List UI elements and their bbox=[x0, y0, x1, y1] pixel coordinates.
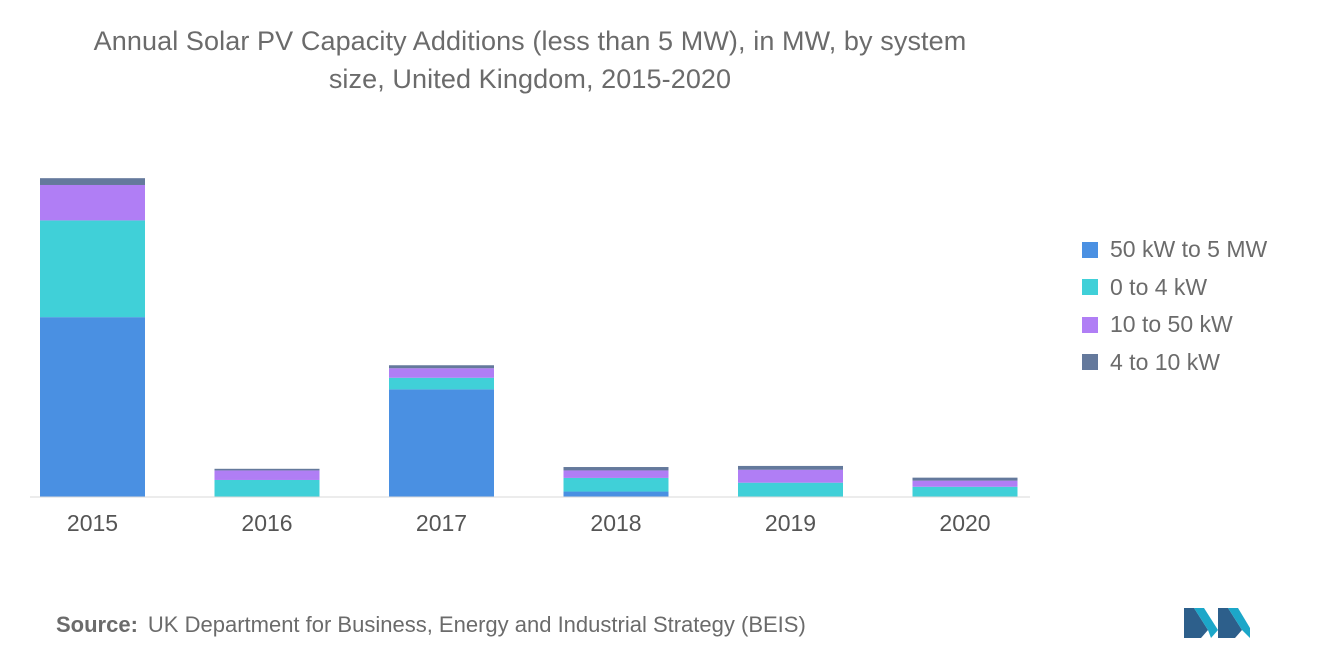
legend-item-0: 50 kW to 5 MW bbox=[1082, 231, 1267, 269]
source-label: Source: bbox=[56, 612, 138, 637]
bar-segment-2019-s3 bbox=[738, 465, 843, 470]
x-tick-label-2018: 2018 bbox=[590, 510, 641, 536]
mordor-intelligence-logo-icon bbox=[1184, 608, 1250, 638]
bar-segment-2016-s2 bbox=[214, 470, 320, 480]
bar-segment-2017-s0 bbox=[389, 389, 494, 497]
bar-segment-2015-s2 bbox=[40, 184, 145, 221]
bar-segment-2018-s1 bbox=[563, 477, 669, 492]
x-tick-label-2017: 2017 bbox=[416, 510, 467, 536]
legend-label-0: 50 kW to 5 MW bbox=[1110, 236, 1268, 263]
chart-title: Annual Solar PV Capacity Additions (less… bbox=[0, 22, 1060, 98]
chart-title-line-2: size, United Kingdom, 2015-2020 bbox=[328, 64, 732, 94]
legend-label-3: 4 to 10 kW bbox=[1110, 348, 1220, 375]
bar-segment-2018-s3 bbox=[563, 467, 669, 471]
bar-segment-2018-s0 bbox=[563, 491, 669, 497]
bar-segment-2017-s1 bbox=[389, 377, 494, 390]
x-tick-label-2020: 2020 bbox=[939, 510, 990, 536]
legend-item-1: 0 to 4 kW bbox=[1082, 269, 1267, 307]
bar-segment-2020-s2 bbox=[912, 480, 1018, 487]
x-tick-label-2016: 2016 bbox=[241, 510, 292, 536]
x-tick-label-2019: 2019 bbox=[765, 510, 816, 536]
legend-swatch-1 bbox=[1082, 279, 1098, 296]
bar-segment-2020-s1 bbox=[912, 486, 1018, 497]
bar-segment-2016-s1 bbox=[214, 479, 320, 497]
bar-segment-2015-s1 bbox=[40, 220, 145, 318]
chart-title-line-1: Annual Solar PV Capacity Additions (less… bbox=[93, 26, 967, 56]
chart-legend: 50 kW to 5 MW 0 to 4 kW 10 to 50 kW 4 to 10… bbox=[1082, 231, 1267, 381]
bar-segment-2017-s3 bbox=[389, 365, 494, 369]
source-text: UK Department for Business, Energy and I… bbox=[147, 612, 806, 637]
bar-segment-2015-s3 bbox=[40, 178, 145, 185]
x-tick-label-2015: 2015 bbox=[67, 510, 118, 536]
legend-swatch-2 bbox=[1082, 316, 1098, 333]
legend-label-1: 0 to 4 kW bbox=[1110, 273, 1208, 300]
legend-swatch-3 bbox=[1082, 354, 1098, 371]
bar-segment-2017-s2 bbox=[389, 368, 494, 378]
legend-label-2: 10 to 50 kW bbox=[1110, 311, 1233, 338]
bar-segment-2019-s1 bbox=[738, 482, 843, 497]
bar-segment-2019-s2 bbox=[738, 469, 843, 483]
bar-segment-2018-s2 bbox=[563, 470, 669, 478]
bar-segment-2016-s3 bbox=[214, 468, 320, 471]
x-tick-labels: 2015 2016 2017 2018 2019 2020 bbox=[67, 510, 991, 536]
source-note: Source: UK Department for Business, Energ… bbox=[56, 612, 806, 638]
legend-item-2: 10 to 50 kW bbox=[1082, 306, 1267, 344]
bars-layer bbox=[40, 178, 1018, 497]
stacked-bar-chart: 2015 2016 2017 2018 2019 2020 bbox=[30, 178, 1030, 536]
bar-segment-2015-s0 bbox=[40, 317, 145, 497]
legend-swatch-0 bbox=[1082, 241, 1098, 258]
legend-item-3: 4 to 10 kW bbox=[1082, 344, 1267, 382]
bar-segment-2020-s3 bbox=[912, 477, 1018, 481]
